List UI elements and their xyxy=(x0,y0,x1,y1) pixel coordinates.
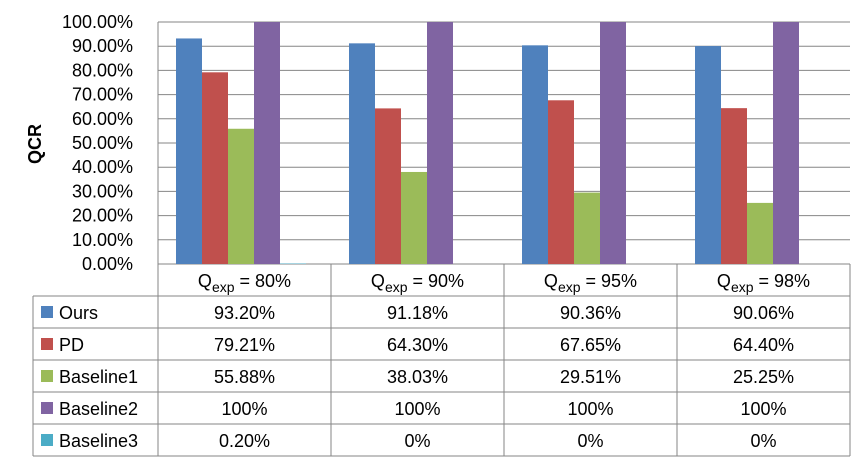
data-label: 79.21% xyxy=(214,335,275,355)
data-label: 91.18% xyxy=(387,303,448,323)
y-tick-label: 60.00% xyxy=(72,109,133,129)
y-tick-labels: 0.00% 10.00% 20.00% 30.00% 40.00% 50.00% 60.00… xyxy=(62,12,133,274)
bar-pd-2 xyxy=(375,108,401,264)
data-label: 100% xyxy=(221,399,267,419)
bar-baseline2-1 xyxy=(254,22,280,264)
data-label: 55.88% xyxy=(214,367,275,387)
legend-key-baseline1 xyxy=(41,370,53,382)
y-axis-label: QCR xyxy=(25,124,45,164)
data-label: 0% xyxy=(750,431,776,451)
category-label: Qexp = 98% xyxy=(717,271,810,295)
data-label: 100% xyxy=(740,399,786,419)
data-table: Qexp = 80% Qexp = 90% Qexp = 95% Qexp = 98%… xyxy=(32,264,851,457)
y-tick-label: 80.00% xyxy=(72,60,133,80)
data-label: 93.20% xyxy=(214,303,275,323)
y-tick-label: 10.00% xyxy=(72,230,133,250)
data-label: 90.06% xyxy=(733,303,794,323)
data-label: 64.40% xyxy=(733,335,794,355)
legend-key-ours xyxy=(41,306,53,318)
y-tick-label: 40.00% xyxy=(72,157,133,177)
data-label: 67.65% xyxy=(560,335,621,355)
legend-label-baseline2: Baseline2 xyxy=(59,399,138,419)
bar-baseline2-3 xyxy=(600,22,626,264)
legend-key-baseline3 xyxy=(41,434,53,446)
y-tick-label: 50.00% xyxy=(72,133,133,153)
y-tick-label: 70.00% xyxy=(72,85,133,105)
bar-baseline2-2 xyxy=(427,22,453,264)
data-label: 29.51% xyxy=(560,367,621,387)
category-label: Qexp = 80% xyxy=(198,271,291,295)
data-label: 64.30% xyxy=(387,335,448,355)
data-label: 25.25% xyxy=(733,367,794,387)
data-label: 90.36% xyxy=(560,303,621,323)
data-label: 38.03% xyxy=(387,367,448,387)
bar-pd-1 xyxy=(202,72,228,264)
category-label: Qexp = 95% xyxy=(544,271,637,295)
y-tick-label: 0.00% xyxy=(82,254,133,274)
legend-label-pd: PD xyxy=(59,335,84,355)
bar-ours-1 xyxy=(176,38,202,265)
bar-ours-2 xyxy=(349,43,375,265)
bar-ours-3 xyxy=(522,45,548,265)
legend-label-ours: Ours xyxy=(59,303,98,323)
y-tick-label: 90.00% xyxy=(72,36,133,56)
y-tick-label: 30.00% xyxy=(72,181,133,201)
data-label: 0.20% xyxy=(219,431,270,451)
bar-baseline1-2 xyxy=(401,171,427,264)
category-label: Qexp = 90% xyxy=(371,271,464,295)
data-label: 100% xyxy=(394,399,440,419)
bar-pd-3 xyxy=(548,100,574,264)
bar-pd-4 xyxy=(721,108,747,264)
legend-key-baseline2 xyxy=(41,402,53,414)
data-label: 0% xyxy=(404,431,430,451)
bar-baseline2-4 xyxy=(773,22,799,264)
legend-label-baseline3: Baseline3 xyxy=(59,431,138,451)
legend-label-baseline1: Baseline1 xyxy=(59,367,138,387)
bar-ours-4 xyxy=(695,46,721,265)
bar-baseline1-1 xyxy=(228,128,254,264)
bar-baseline1-4 xyxy=(747,202,773,264)
y-tick-label: 100.00% xyxy=(62,12,133,32)
data-label: 0% xyxy=(577,431,603,451)
y-tick-label: 20.00% xyxy=(72,206,133,226)
bar-baseline1-3 xyxy=(574,192,600,264)
data-label: 100% xyxy=(567,399,613,419)
legend-key-pd xyxy=(41,338,53,350)
bars xyxy=(176,22,799,265)
